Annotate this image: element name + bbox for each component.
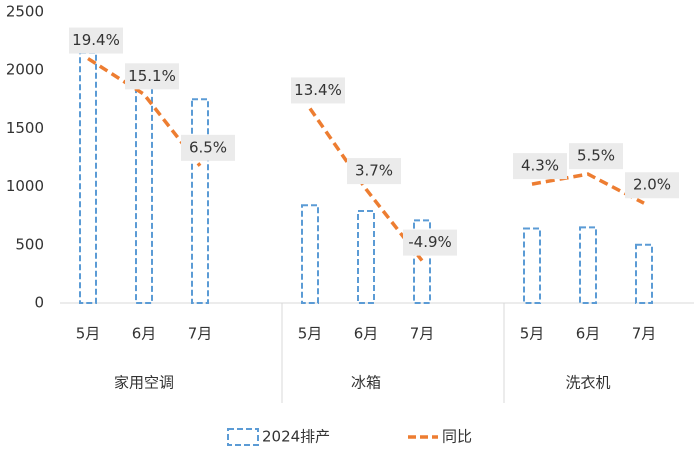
label-box	[291, 77, 345, 104]
label-box	[347, 158, 401, 185]
y-tick-label: 2000	[6, 61, 44, 79]
y-tick-label: 0	[34, 294, 44, 312]
label-box	[569, 143, 623, 170]
x-tick-label: 7月	[410, 325, 435, 343]
x-tick-label: 5月	[298, 325, 323, 343]
label-box	[69, 27, 123, 54]
bar	[301, 204, 319, 304]
legend-swatch	[227, 428, 259, 446]
y-tick-label: 500	[15, 235, 44, 253]
value-label: 6.5%	[189, 138, 227, 156]
value-label: 4.3%	[521, 157, 559, 175]
bar	[635, 243, 653, 305]
label-box	[403, 229, 457, 256]
x-tick-label: 6月	[576, 325, 601, 343]
x-tick-label: 5月	[76, 325, 101, 343]
label-box	[625, 172, 679, 199]
group-label: 家用空调	[114, 374, 174, 392]
x-tick-label: 7月	[632, 325, 657, 343]
legend-label: 同比	[442, 428, 472, 446]
x-tick-label: 5月	[520, 325, 545, 343]
value-label: 3.7%	[355, 162, 393, 180]
label-box	[125, 63, 179, 90]
value-label: 15.1%	[128, 67, 176, 85]
bar	[523, 227, 541, 304]
value-label: 5.5%	[577, 147, 615, 165]
group-label: 洗衣机	[565, 374, 610, 392]
value-label: 2.0%	[633, 176, 671, 194]
y-tick-label: 1000	[6, 177, 44, 195]
label-box	[181, 134, 235, 161]
x-tick-label: 6月	[132, 325, 157, 343]
bar	[79, 51, 97, 304]
bar	[191, 98, 209, 304]
bar	[357, 210, 375, 305]
label-box	[513, 153, 567, 180]
x-tick-label: 6月	[354, 325, 379, 343]
x-tick-label: 7月	[188, 325, 213, 343]
y-tick-label: 1500	[6, 119, 44, 137]
group-label: 冰箱	[351, 374, 381, 392]
y-tick-label: 2500	[6, 3, 44, 21]
value-label: -4.9%	[408, 233, 452, 251]
value-label: 19.4%	[72, 31, 120, 49]
value-label: 13.4%	[294, 81, 342, 99]
bar	[579, 226, 597, 304]
legend-label: 2024排产	[262, 428, 330, 446]
bar	[413, 219, 431, 304]
